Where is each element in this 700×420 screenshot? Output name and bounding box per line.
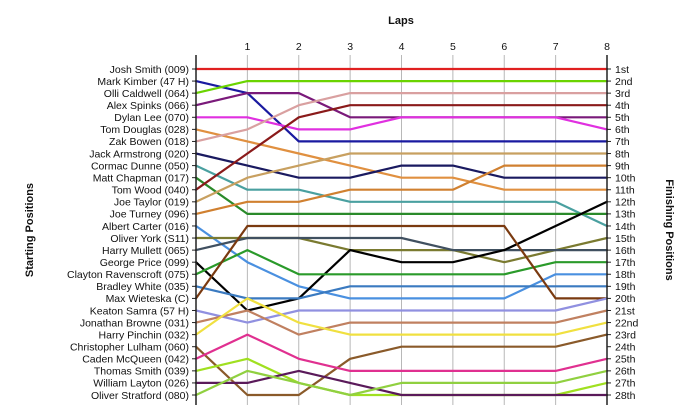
lap-tick-label: 2 [296,41,302,53]
starting-position-label: Alex Spinks (066) [107,100,189,112]
starting-position-label: Caden McQueen (042) [82,354,189,366]
lap-tick-label: 4 [399,41,405,53]
driver-series-line [194,91,609,143]
finishing-position-label: 26th [615,366,636,378]
driver-series-line [194,236,609,252]
finishing-position-label: 12th [615,197,636,209]
axes [192,55,611,405]
driver-series-line [194,79,609,95]
starting-position-label: Harry Mullett (065) [102,245,189,257]
starting-position-label: Dylan Lee (070) [114,112,189,124]
lap-tick-label: 5 [450,41,456,53]
driver-series-line [194,369,609,397]
driver-series-line [194,333,609,397]
driver-series-line [194,369,609,397]
finishing-position-label: 4th [615,100,630,112]
starting-position-label: Tom Douglas (028) [100,124,189,136]
starting-position-label: Keaton Samra (57 H) [90,305,189,317]
lap-tick-label: 6 [501,41,507,53]
starting-position-label: Thomas Smith (039) [94,366,189,378]
right-axis-title: Finishing Positions [663,179,675,280]
starting-position-label: Albert Carter (016) [102,221,189,233]
starting-position-label: Clayton Ravenscroft (075) [67,269,189,281]
finishing-position-label: 7th [615,136,630,148]
lap-tick-label: 3 [347,41,353,53]
starting-position-label: Joe Taylor (019) [114,197,189,209]
series-lines [194,67,609,397]
finishing-position-label: 5th [615,112,630,124]
finishing-position-label: 1st [615,64,629,76]
driver-series-line [194,333,609,372]
finishing-position-label: 9th [615,160,630,172]
driver-series-line [194,224,609,300]
finishing-position-label: 23rd [615,329,636,341]
driver-series-line [194,152,609,179]
starting-position-label: Harry Pinchin (032) [99,329,189,341]
driver-series-line [194,224,609,300]
finishing-position-label: 3rd [615,88,630,100]
driver-series-line [194,249,609,276]
finishing-position-label: 24th [615,342,636,354]
labels: 1 2 3 4 5 6 7 8 Josh Smith (009)Mark Kimber (47 … [67,41,639,402]
starting-position-label: Zak Bowen (018) [109,136,189,148]
finishing-position-label: 20th [615,293,636,305]
starting-position-label: Oliver Stratford (080) [91,390,189,402]
finishing-position-label: 19th [615,281,636,293]
starting-position-label: Cormac Dunne (050) [91,160,189,172]
starting-position-label: Olli Caldwell (064) [104,88,189,100]
finishing-position-label: 2nd [615,76,633,88]
driver-series-line [194,104,609,191]
finishing-position-label: 14th [615,221,636,233]
finishing-position-label: 18th [615,269,636,281]
finishing-position-label: 10th [615,172,636,184]
starting-position-label: Oliver York (S11) [110,233,189,245]
finishing-position-label: 13th [615,209,636,221]
finishing-position-label: 21st [615,305,635,317]
finishing-position-label: 15th [615,233,636,245]
driver-series-line [194,285,609,300]
finishing-position-label: 27th [615,378,636,390]
finishing-position-label: 11th [615,185,635,197]
starting-position-label: Matt Chapman (017) [93,172,189,184]
starting-position-label: Bradley White (035) [96,281,189,293]
finishing-position-label: 25th [615,354,636,366]
driver-series-line [194,309,609,336]
starting-position-label: Christopher Lulham (060) [70,342,189,354]
lap-tick-label: 7 [553,41,559,53]
lap-tick-label: 8 [604,41,610,53]
driver-series-line [194,128,609,191]
finishing-position-label: 6th [615,124,630,136]
starting-position-label: Jack Armstrong (020) [89,148,189,160]
x-axis-title: Laps [388,15,414,27]
starting-position-label: Josh Smith (009) [110,64,189,76]
driver-series-line [194,79,609,143]
starting-position-label: Jonathan Browne (031) [80,317,189,329]
starting-position-label: George Price (099) [100,257,189,269]
finishing-position-label: 17th [615,257,636,269]
driver-series-line [194,152,609,203]
driver-series-line [194,164,609,215]
starting-position-label: Max Wieteska (C) [106,293,189,305]
driver-series-line [194,297,609,336]
finishing-position-label: 22nd [615,317,639,329]
driver-series-line [194,176,609,215]
left-axis-title: Starting Positions [24,183,36,277]
finishing-position-label: 16th [615,245,636,257]
finishing-position-label: 8th [615,148,630,160]
starting-position-label: William Layton (026) [93,378,189,390]
driver-series-line [194,164,609,228]
lap-tick-label: 1 [244,41,250,53]
starting-position-label: Joe Turney (096) [110,209,189,221]
starting-position-label: Tom Wood (040) [112,185,189,197]
finishing-position-label: 28th [615,390,636,402]
starting-position-label: Mark Kimber (47 H) [97,76,189,88]
